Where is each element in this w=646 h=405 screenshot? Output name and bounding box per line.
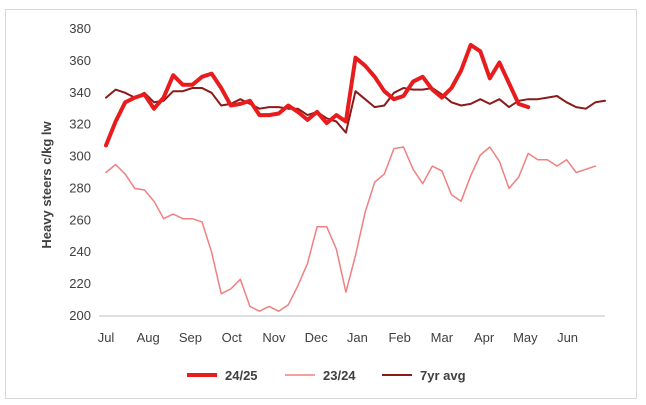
x-axis-ticks: Jul Aug Sep Oct Nov Dec Jan Feb Mar Apr May Jun	[98, 330, 578, 345]
legend-label: 7yr avg	[420, 368, 466, 383]
series-line-7yr-avg	[105, 87, 606, 134]
y-tick-label: 220	[69, 276, 91, 291]
series-lines	[104, 42, 606, 312]
y-axis-ticks: 200 220 240 260 280 300 320 340 360 380	[69, 21, 91, 323]
y-tick-label: 360	[69, 53, 91, 68]
x-tick-label: Nov	[262, 330, 286, 345]
x-tick-label: Jul	[98, 330, 115, 345]
x-tick-label: Aug	[137, 330, 160, 345]
x-tick-label: Sep	[179, 330, 202, 345]
y-tick-label: 320	[69, 117, 91, 132]
series-line-23-24	[105, 146, 597, 312]
chart-frame	[5, 9, 637, 399]
y-axis-label: Heavy steers c/kg lw	[39, 121, 54, 249]
y-tick-label: 380	[69, 21, 91, 36]
x-tick-label: May	[513, 330, 538, 345]
gridlines	[99, 28, 605, 317]
x-tick-label: Apr	[474, 330, 495, 345]
y-tick-label: 300	[69, 149, 91, 164]
x-tick-label: Feb	[388, 330, 410, 345]
y-tick-label: 240	[69, 244, 91, 259]
series-line-24-25	[104, 42, 531, 148]
x-tick-label: Mar	[431, 330, 454, 345]
legend-label: 24/25	[225, 368, 258, 383]
y-tick-label: 280	[69, 180, 91, 195]
y-tick-label: 260	[69, 212, 91, 227]
legend: 24/25 23/24 7yr avg	[187, 368, 466, 383]
x-tick-label: Jan	[347, 330, 368, 345]
legend-label: 23/24	[323, 368, 356, 383]
x-tick-label: Oct	[222, 330, 243, 345]
y-tick-label: 200	[69, 308, 91, 323]
x-tick-label: Dec	[305, 330, 329, 345]
y-tick-label: 340	[69, 85, 91, 100]
x-tick-label: Jun	[557, 330, 578, 345]
